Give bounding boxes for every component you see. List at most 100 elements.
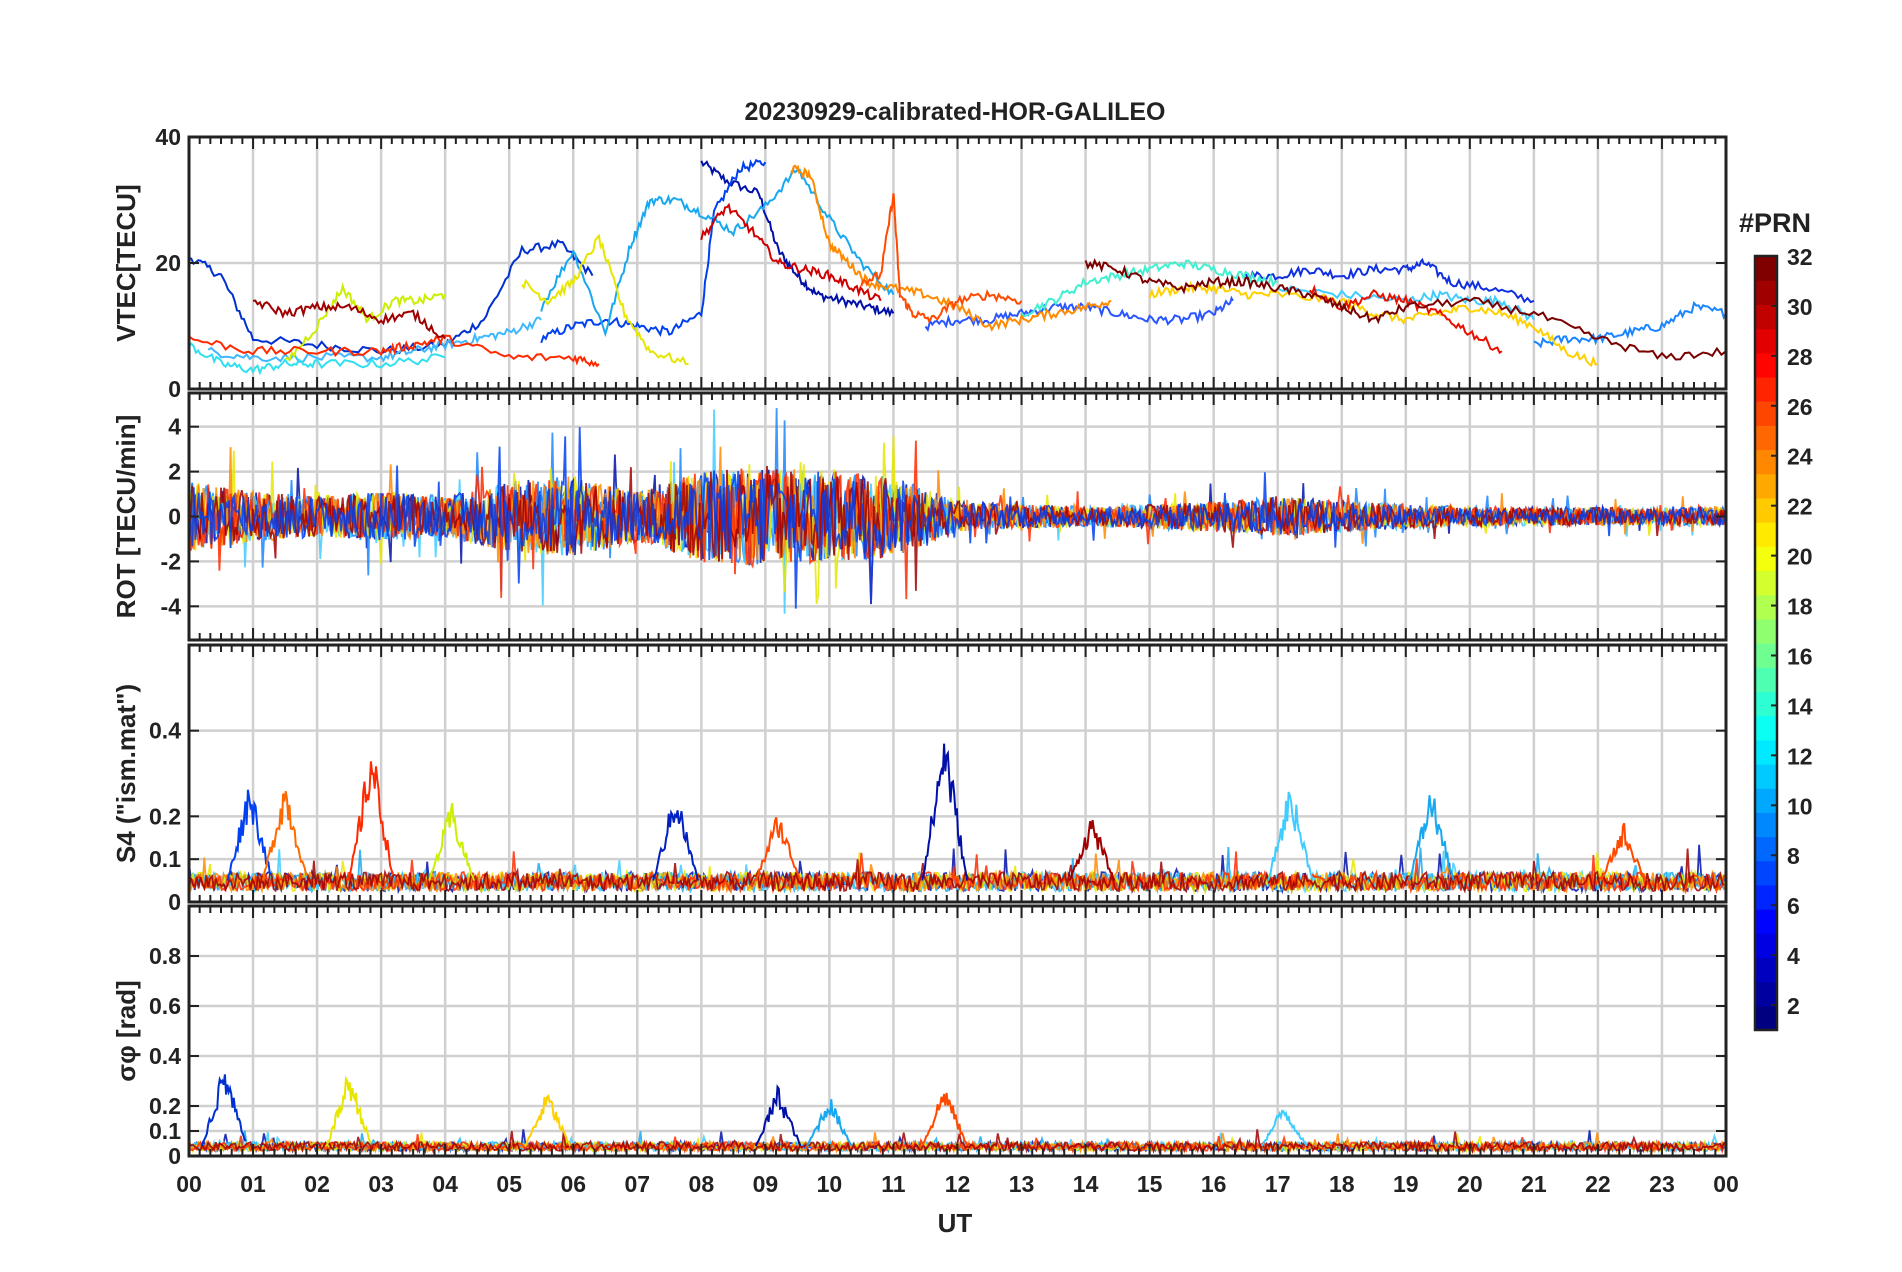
y-tick-label: 0.1 (149, 1118, 181, 1144)
trace-6 (189, 848, 1725, 895)
peak-2 (348, 761, 394, 881)
colorbar-tick-label: 14 (1787, 693, 1813, 719)
series-prn-10 (540, 167, 895, 338)
colorbar-band (1755, 1005, 1777, 1031)
colorbar-tick-label: 26 (1787, 394, 1813, 420)
colorbar-band (1755, 643, 1777, 668)
x-tick-label: 11 (881, 1171, 906, 1197)
peak-5 (754, 816, 802, 882)
colorbar-band (1755, 594, 1777, 620)
series-prn-3 (189, 239, 594, 355)
peak-0 (226, 789, 272, 881)
colorbar-band (1755, 522, 1777, 547)
colorbar-tick-label: 2 (1787, 993, 1800, 1019)
y-tick-label: 0 (168, 504, 181, 530)
colorbar-band (1755, 812, 1777, 838)
series-prn-19 (284, 282, 447, 362)
sigma-ylabel: σφ [rad] (111, 980, 141, 1081)
series-prn-1 (700, 160, 895, 318)
y-tick-label: 0.1 (149, 846, 181, 872)
peak-1 (261, 791, 308, 881)
series-group (189, 743, 1725, 895)
peak-7 (1068, 819, 1116, 882)
x-tick-label: 22 (1585, 1171, 1611, 1197)
x-tick-label: 07 (624, 1171, 650, 1197)
y-tick-label: 0.2 (149, 1093, 181, 1119)
y-tick-label: 0.8 (149, 943, 181, 969)
y-tick-label: 0 (168, 889, 181, 915)
x-tick-label: 20 (1457, 1171, 1483, 1197)
x-tick-label: 21 (1521, 1171, 1547, 1197)
x-tick-label: 10 (817, 1171, 843, 1197)
vtec-ylabel: VTEC[TECU] (111, 184, 141, 341)
x-tick-label: 04 (432, 1171, 458, 1197)
colorbar-band (1755, 884, 1777, 910)
series-prn-9 (1533, 300, 1726, 349)
x-tick-label: 03 (368, 1171, 394, 1197)
trace-5 (189, 851, 1725, 895)
rot-trace-6 (189, 466, 1726, 605)
colorbar-band (1755, 909, 1777, 934)
rot-trace-7 (189, 427, 1726, 609)
colorbar-tick-label: 6 (1787, 893, 1800, 919)
peak-3 (754, 1084, 802, 1147)
s4-ylabel: S4 ("ism.mat") (111, 684, 141, 863)
series-prn-32 (1084, 258, 1726, 361)
y-tick-label: 20 (155, 250, 181, 276)
peak-10 (1600, 822, 1647, 882)
colorbar-tick-label: 16 (1787, 643, 1813, 669)
peak-4 (652, 809, 700, 881)
x-tick-label: 06 (560, 1171, 586, 1197)
colorbar-label: #PRN (1739, 208, 1811, 238)
colorbar-tick-label: 8 (1787, 843, 1800, 869)
colorbar-band (1755, 473, 1777, 499)
chart-title: 20230929-calibrated-HOR-GALILEO (745, 98, 1166, 126)
x-tick-label: 19 (1393, 1171, 1419, 1197)
x-tick-label: 09 (753, 1171, 779, 1197)
peak-1 (325, 1075, 372, 1147)
colorbar-tick-label: 10 (1787, 793, 1813, 819)
series-group (189, 158, 1726, 376)
x-tick-label: 00 (1713, 1171, 1739, 1197)
x-tick-label: 01 (240, 1171, 266, 1197)
colorbar-band (1755, 352, 1777, 378)
colorbar-frame (1753, 254, 1779, 1032)
y-tick-label: 0.4 (149, 1043, 181, 1069)
x-tick-label: 13 (1009, 1171, 1035, 1197)
y-tick-label: 4 (168, 414, 181, 440)
colorbar-band (1755, 788, 1777, 813)
panel-s4: 0 0.1 0.2 0.4 S4 ("ism.mat") (111, 643, 1728, 915)
colorbar-tick-label: 18 (1787, 594, 1813, 620)
series-prn-24 (790, 164, 1112, 332)
colorbar-band (1755, 304, 1777, 330)
series-group (189, 408, 1726, 614)
colorbar-band (1755, 739, 1777, 765)
colorbar-band (1755, 691, 1777, 717)
colorbar-band (1755, 715, 1777, 741)
colorbar-tick-label: 32 (1787, 244, 1813, 270)
colorbar-band (1755, 280, 1777, 305)
colorbar-band (1755, 860, 1777, 886)
x-tick-label: 12 (945, 1171, 971, 1197)
x-tick-label: 15 (1137, 1171, 1163, 1197)
series-prn-5 (540, 158, 767, 344)
x-tick-label: 16 (1201, 1171, 1227, 1197)
colorbar-band (1755, 763, 1777, 789)
colorbar-band (1755, 957, 1777, 983)
colorbar-band (1755, 497, 1777, 523)
y-tick-label: 0 (168, 376, 181, 402)
peak-2 (524, 1093, 571, 1147)
colorbar-tick-label: 28 (1787, 344, 1813, 370)
peak-4 (806, 1099, 853, 1147)
y-tick-label: -2 (161, 548, 181, 574)
series-prn-13 (189, 342, 446, 376)
peak-6 (1260, 1109, 1308, 1147)
colorbar-band (1755, 328, 1777, 354)
colorbar-tick-label: 24 (1787, 444, 1813, 470)
colorbar-band (1755, 546, 1777, 572)
x-tick-label: 18 (1329, 1171, 1355, 1197)
series-prn-27 (189, 334, 600, 368)
colorbar-band (1755, 376, 1777, 402)
y-tick-label: 40 (155, 124, 181, 150)
